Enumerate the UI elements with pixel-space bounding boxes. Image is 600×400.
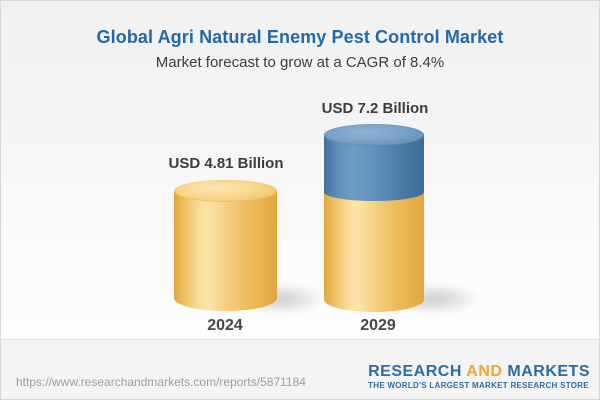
- bar-2024-top-cap: [174, 180, 277, 202]
- brand-logo-wordmark: RESEARCH AND MARKETS: [368, 363, 590, 380]
- x-axis-label-2029: 2029: [360, 317, 396, 334]
- report-url: https://www.researchandmarkets.com/repor…: [16, 375, 306, 389]
- value-label-2024: USD 4.81 Billion: [168, 155, 284, 172]
- chart-title: Global Agri Natural Enemy Pest Control M…: [96, 27, 504, 47]
- bar-2024-gold-segment: [174, 191, 277, 311]
- bar-2029-gold-segment: [324, 191, 424, 312]
- brand-logo: RESEARCH AND MARKETS THE WORLD'S LARGEST…: [368, 363, 590, 390]
- bar-2029-blue-segment: [324, 135, 424, 201]
- chart-area: Global Agri Natural Enemy Pest Control M…: [1, 1, 599, 339]
- bar-2029-top-cap: [324, 124, 424, 146]
- logo-word-research: RESEARCH: [368, 363, 462, 380]
- logo-word-markets: MARKETS: [507, 363, 590, 380]
- footer-bar: https://www.researchandmarkets.com/repor…: [1, 339, 599, 399]
- logo-word-and: AND: [466, 363, 503, 380]
- value-label-2029: USD 7.2 Billion: [321, 100, 429, 117]
- x-axis-label-2024: 2024: [207, 317, 243, 334]
- brand-tagline: THE WORLD'S LARGEST MARKET RESEARCH STOR…: [368, 381, 589, 390]
- chart-subtitle: Market forecast to grow at a CAGR of 8.4…: [155, 54, 445, 71]
